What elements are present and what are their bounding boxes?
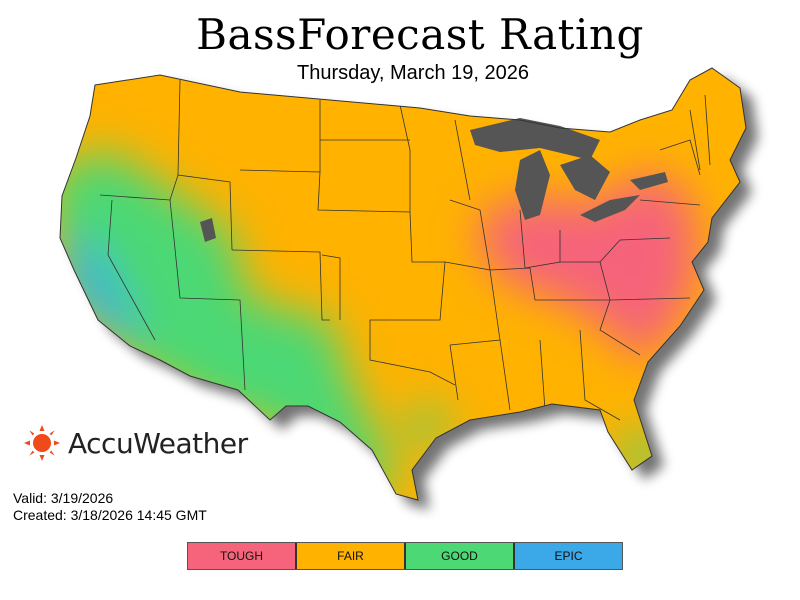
created-timestamp: Created: 3/18/2026 14:45 GMT bbox=[13, 507, 207, 523]
legend-label: TOUGH bbox=[219, 549, 264, 563]
brand-name: AccuWeather bbox=[68, 426, 248, 460]
lake-ontario bbox=[630, 172, 668, 190]
state-boundaries bbox=[99, 79, 711, 421]
legend-label: FAIR bbox=[337, 549, 364, 563]
lake-superior bbox=[470, 118, 600, 160]
great-lakes bbox=[200, 118, 668, 242]
legend-item-epic: EPIC bbox=[515, 543, 622, 569]
legend-label: GOOD bbox=[441, 549, 478, 563]
brand-logo: AccuWeather bbox=[24, 425, 248, 461]
epic-area bbox=[60, 230, 140, 345]
legend-item-fair: FAIR bbox=[297, 543, 406, 569]
legend-item-tough: TOUGH bbox=[188, 543, 297, 569]
sun-icon bbox=[24, 425, 60, 461]
legend: TOUGH FAIR GOOD EPIC bbox=[187, 542, 623, 570]
tough-area bbox=[480, 170, 700, 360]
great-salt-lake bbox=[200, 218, 216, 242]
legend-item-good: GOOD bbox=[406, 543, 515, 569]
lake-erie bbox=[580, 195, 640, 222]
lake-huron bbox=[560, 155, 610, 200]
valid-date: Valid: 3/19/2026 bbox=[13, 490, 114, 506]
map-title: BassForecast Rating bbox=[196, 10, 644, 59]
legend-label: EPIC bbox=[554, 549, 583, 563]
map-subtitle: Thursday, March 19, 2026 bbox=[297, 62, 529, 84]
lake-michigan bbox=[515, 150, 550, 220]
